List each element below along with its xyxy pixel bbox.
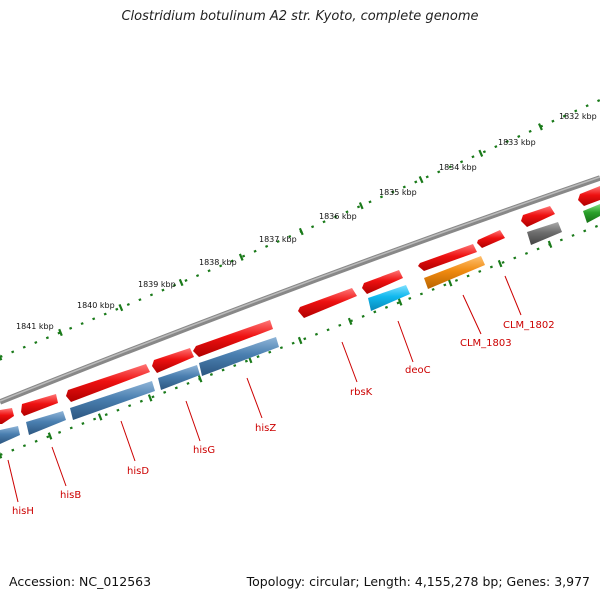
major-tick (347, 317, 353, 325)
gene-bar[interactable] (26, 411, 66, 435)
gene-labels: hisH hisB hisD hisG hisZ rbsK deoC CLM_1… (12, 320, 555, 517)
accession-text: Accession: NC_012563 (9, 574, 152, 589)
tick-label: 1834 kbp (439, 163, 477, 172)
major-tick (418, 175, 424, 184)
cds-arrow[interactable] (21, 394, 58, 416)
major-ticks (0, 123, 553, 459)
tick-label: 1832 kbp (559, 112, 597, 121)
major-tick (547, 240, 553, 248)
cds-arrow[interactable] (521, 206, 555, 227)
tick-label: 1841 kbp (16, 322, 54, 331)
gene-label-rbsk[interactable]: rbsK (350, 387, 373, 398)
tick-label: 1835 kbp (379, 188, 417, 197)
genome-backbone-highlight (0, 176, 600, 402)
major-tick (358, 202, 364, 210)
gene-label-hisz[interactable]: hisZ (255, 423, 276, 434)
map-title: Clostridium botulinum A2 str. Kyoto, com… (121, 9, 479, 24)
major-tick (118, 303, 124, 312)
gene-bar[interactable] (158, 365, 200, 390)
inner-tick-ring (0, 223, 600, 457)
gene-bar[interactable] (368, 285, 410, 311)
cds-arrow[interactable] (418, 244, 477, 271)
major-tick (97, 413, 103, 421)
major-tick (0, 451, 3, 459)
gene-bar[interactable] (70, 381, 155, 420)
gene-label-deoc[interactable]: deoC (405, 365, 431, 376)
major-tick (397, 298, 403, 306)
major-tick (197, 375, 203, 383)
genome-summary-text: Topology: circular; Length: 4,155,278 bp… (246, 574, 590, 589)
gene-label-hisd[interactable]: hisD (127, 466, 149, 477)
cds-arrow[interactable] (362, 270, 403, 294)
gene-label-hish[interactable]: hisH (12, 506, 34, 517)
gene-label-clm-1802[interactable]: CLM_1802 (503, 320, 555, 331)
gene-bar[interactable] (527, 222, 562, 245)
major-tick (497, 259, 503, 268)
forward-strand-features (0, 186, 600, 424)
reverse-strand-features (0, 204, 600, 444)
cds-arrow[interactable] (66, 364, 150, 402)
gene-bar[interactable] (199, 337, 279, 376)
kbp-labels: 1832 kbp 1833 kbp 1834 kbp 1835 kbp 1836… (16, 112, 597, 331)
tick-label: 1833 kbp (498, 138, 536, 147)
cds-arrow[interactable] (477, 230, 505, 248)
major-tick (147, 394, 153, 402)
major-tick (47, 432, 53, 440)
cds-arrow[interactable] (193, 320, 273, 357)
gene-label-hisg[interactable]: hisG (193, 445, 215, 456)
gene-callouts (7, 275, 522, 503)
major-tick (447, 279, 453, 287)
major-tick (178, 278, 184, 287)
tick-label: 1839 kbp (138, 280, 176, 289)
cds-arrow[interactable] (578, 186, 600, 206)
gene-label-hisb[interactable]: hisB (60, 490, 81, 501)
tick-label: 1837 kbp (259, 235, 297, 244)
major-tick (537, 123, 543, 131)
gene-bar[interactable] (424, 256, 485, 289)
gene-bar[interactable] (0, 426, 20, 444)
cds-arrow[interactable] (152, 348, 194, 373)
outer-tick-ring (0, 98, 600, 359)
tick-label: 1840 kbp (77, 301, 115, 310)
genome-backbone (0, 175, 600, 405)
major-tick (478, 149, 484, 157)
gene-bar[interactable] (583, 204, 600, 223)
major-tick (298, 227, 304, 236)
major-tick (297, 336, 303, 345)
gene-label-clm-1803[interactable]: CLM_1803 (460, 338, 512, 349)
tick-label: 1836 kbp (319, 212, 357, 221)
tick-label: 1838 kbp (199, 258, 237, 267)
cds-arrow[interactable] (0, 408, 14, 424)
major-tick (238, 253, 244, 261)
major-tick (0, 354, 3, 361)
major-tick (58, 328, 63, 337)
cds-arrow[interactable] (298, 288, 357, 318)
